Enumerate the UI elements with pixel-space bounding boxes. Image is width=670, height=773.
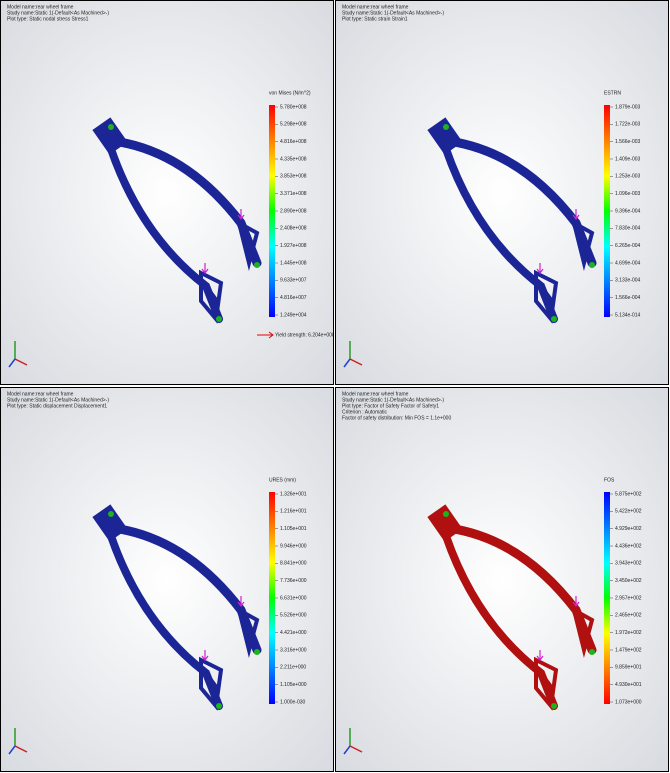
- legend-label: 3.133e-004: [615, 278, 641, 284]
- legend-label: 6.631e+000: [280, 595, 307, 601]
- legend-label: 5.780e+008: [280, 104, 307, 110]
- header-line: Plot type: Static nodal stress Stress1: [7, 16, 89, 22]
- legend-label: 4.421e+000: [280, 630, 307, 636]
- fixture: [551, 316, 557, 322]
- legend-label: 1.326e+001: [280, 491, 307, 497]
- fixture: [254, 649, 260, 655]
- legend-label: 3.853e+008: [280, 174, 307, 180]
- colorbar: [604, 492, 610, 704]
- legend-label: 3.316e+000: [280, 647, 307, 653]
- legend-label: 9.946e+000: [280, 543, 307, 549]
- header-line: Plot type: Static displacement Displacem…: [7, 403, 107, 409]
- legend-label: 1.253e-003: [615, 174, 641, 180]
- legend-label: 3.450e+002: [615, 578, 642, 584]
- legend-label: 2.211e+000: [280, 665, 306, 671]
- legend-label: 1.096e-003: [615, 191, 641, 197]
- legend-label: 2.890e+008: [280, 208, 307, 214]
- legend-label: 1.927e+008: [280, 243, 307, 249]
- legend-label: 4.929e+002: [615, 526, 642, 532]
- legend-label: 4.816e+008: [280, 139, 307, 145]
- fixture: [589, 649, 595, 655]
- legend-title: von Mises (N/m^2): [269, 90, 311, 96]
- legend-label: 7.830e-004: [615, 226, 641, 232]
- legend-label: 5.134e-014: [615, 312, 641, 318]
- fixture: [108, 124, 114, 130]
- fixture: [589, 262, 595, 268]
- legend-label: 3.943e+002: [615, 561, 642, 567]
- legend-label: 1.000e-030: [280, 699, 306, 705]
- legend-label: 4.436e+002: [615, 543, 642, 549]
- legend-label: 1.445e+008: [280, 260, 307, 266]
- legend-label: 7.736e+000: [280, 578, 307, 584]
- legend-label: 3.371e+008: [280, 191, 307, 197]
- legend-label: 2.465e+002: [615, 613, 642, 619]
- legend-label: 1.879e-003: [615, 104, 641, 110]
- legend-label: 4.816e+007: [280, 295, 307, 301]
- legend-title: ESTRN: [604, 90, 621, 96]
- legend-label: 2.408e+008: [280, 226, 307, 232]
- colorbar: [269, 492, 275, 704]
- colorbar: [604, 105, 610, 317]
- legend-label: 5.298e+008: [280, 122, 307, 128]
- legend-label: 4.699e-004: [615, 260, 641, 266]
- result-panel: Model name:rear wheel frameStudy name:St…: [0, 0, 334, 385]
- fixture: [551, 703, 557, 709]
- legend-label: 6.265e-004: [615, 243, 641, 249]
- fixture: [216, 316, 222, 322]
- legend-label: 1.249e+004: [280, 312, 307, 318]
- fixture: [108, 511, 114, 517]
- legend-label: 1.972e+002: [615, 630, 642, 636]
- legend-title: FOS: [604, 477, 615, 483]
- legend-label: 9.396e-004: [615, 208, 641, 214]
- legend-label: 4.335e+008: [280, 156, 307, 162]
- yield-label: Yield strength: 6.204e+008: [275, 332, 333, 338]
- legend-label: 1.566e-003: [615, 139, 641, 145]
- colorbar: [269, 105, 275, 317]
- fixture: [254, 262, 260, 268]
- header-line: Plot type: Static strain Strain1: [342, 16, 408, 22]
- legend-label: 5.875e+002: [615, 491, 642, 497]
- legend-label: 4.930e+001: [615, 682, 642, 688]
- legend-label: 1.479e+002: [615, 647, 642, 653]
- legend-label: 8.841e+000: [280, 561, 307, 567]
- legend-label: 9.633e+007: [280, 278, 307, 284]
- fixture: [216, 703, 222, 709]
- legend-label: 1.722e-003: [615, 122, 641, 128]
- legend-title: URES (mm): [269, 477, 296, 483]
- legend-label: 1.105e+000: [280, 682, 307, 688]
- legend-label: 1.073e+000: [615, 699, 642, 705]
- legend-label: 1.409e-003: [615, 156, 641, 162]
- screenshot: Model name:rear wheel frameStudy name:St…: [0, 0, 670, 773]
- fixture: [443, 124, 449, 130]
- legend-label: 1.216e+001: [280, 509, 307, 515]
- legend-label: 5.422e+002: [615, 509, 642, 515]
- legend-label: 2.957e+002: [615, 595, 642, 601]
- viewport: Model name:rear wheel frameStudy name:St…: [336, 388, 668, 771]
- legend-label: 5.526e+000: [280, 613, 307, 619]
- fixture: [443, 511, 449, 517]
- legend-label: 1.566e-004: [615, 295, 641, 301]
- header-line: Factor of safety distribution: Min FOS =…: [342, 415, 451, 421]
- legend-label: 9.859e+001: [615, 665, 642, 671]
- legend-label: 1.105e+001: [280, 526, 307, 532]
